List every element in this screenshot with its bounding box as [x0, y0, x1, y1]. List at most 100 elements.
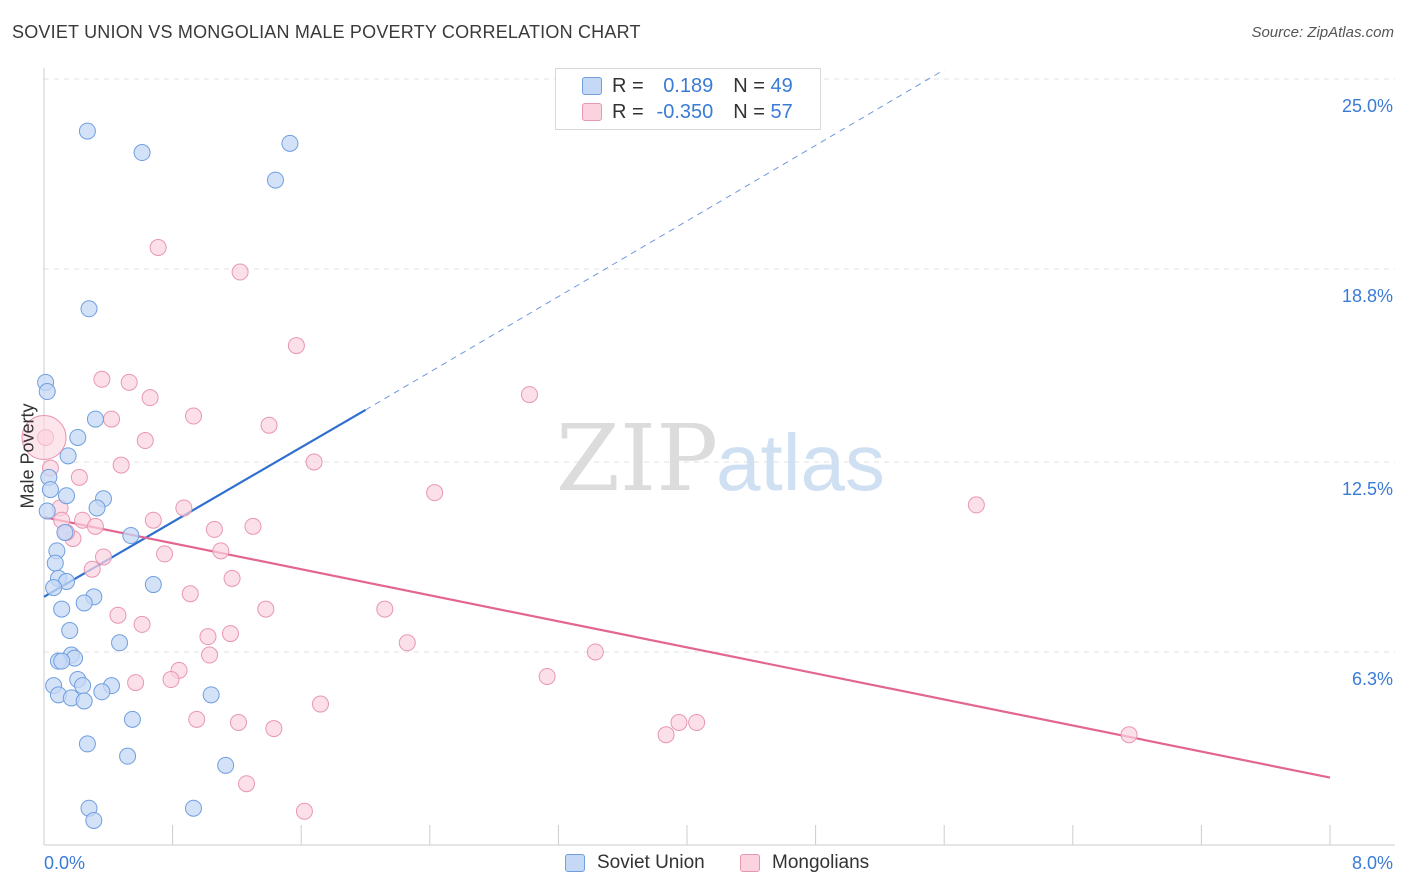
data-point-mongolian — [238, 775, 256, 793]
data-point-soviet — [75, 594, 93, 612]
data-point-mongolian — [1120, 726, 1138, 744]
n-value-soviet: 49 — [770, 75, 793, 97]
data-point-mongolian — [162, 671, 180, 689]
y-axis-label: Male Poverty — [17, 403, 38, 509]
data-point-mongolian — [156, 545, 174, 563]
data-point-soviet — [53, 600, 71, 618]
watermark-zip: ZIP — [556, 405, 718, 512]
data-point-mongolian — [188, 710, 206, 728]
data-point-mongolian — [265, 720, 283, 738]
data-point-mongolian — [109, 606, 127, 624]
data-point-soviet — [202, 686, 220, 704]
data-point-mongolian — [520, 386, 538, 404]
data-point-soviet — [281, 134, 299, 152]
trend-line-soviet-extension — [365, 69, 945, 411]
data-point-mongolian — [94, 548, 112, 566]
data-point-mongolian — [287, 337, 305, 355]
data-point-mongolian — [311, 695, 329, 713]
data-point-mongolian — [586, 643, 604, 661]
y-tick-label: 18.8% — [1342, 286, 1393, 306]
data-point-mongolian — [175, 499, 193, 517]
data-point-mongolian — [70, 468, 88, 486]
data-point-mongolian — [149, 239, 167, 257]
legend-label-mongolian: Mongolians — [772, 852, 870, 873]
data-point-mongolian — [184, 407, 202, 425]
data-point-soviet — [41, 481, 59, 499]
data-point-mongolian — [136, 432, 154, 450]
y-tick-label: 6.3% — [1352, 669, 1393, 689]
data-point-soviet — [58, 487, 76, 505]
x-tick-label: 0.0% — [44, 853, 85, 873]
x-tick-label: 8.0% — [1352, 853, 1393, 873]
data-point-mongolian — [201, 646, 219, 664]
tick-label-layer: 6.3% 12.5% 18.8% 25.0% 0.0% 8.0% — [44, 96, 1393, 873]
data-point-soviet — [69, 428, 87, 446]
data-point-mongolian — [212, 542, 230, 560]
data-point-mongolian — [295, 802, 313, 820]
data-point-soviet — [75, 692, 93, 710]
data-point-soviet — [74, 677, 92, 695]
legend-stats-mongolian: R = -0.350 N = 57 — [612, 101, 793, 124]
data-point-mongolian — [181, 585, 199, 603]
data-point-mongolian — [93, 370, 111, 388]
data-point-mongolian — [205, 520, 223, 538]
source-label: Source: ZipAtlas.com — [1251, 24, 1394, 41]
data-point-soviet — [78, 735, 96, 753]
r-value-soviet: 0.189 — [663, 75, 714, 97]
chart-title: SOVIET UNION VS MONGOLIAN MALE POVERTY C… — [12, 22, 641, 42]
data-point-mongolian — [83, 560, 101, 578]
data-point-mongolian — [221, 625, 239, 643]
n-value-mongolian: 57 — [770, 101, 793, 123]
data-point-soviet — [78, 122, 96, 140]
data-point-mongolian — [112, 456, 130, 474]
data-point-soviet — [59, 447, 77, 465]
data-point-soviet — [61, 622, 79, 640]
data-point-soviet — [38, 383, 56, 401]
n-label: N = — [733, 75, 771, 97]
data-point-mongolian — [120, 373, 138, 391]
watermark: ZIP atlas — [556, 405, 885, 512]
data-point-mongolian — [538, 667, 556, 685]
data-point-mongolian — [141, 389, 159, 407]
data-point-mongolian — [231, 263, 249, 281]
grid-layer — [44, 78, 1395, 653]
data-point-soviet — [144, 576, 162, 594]
legend-swatch-mongolian — [582, 103, 602, 121]
data-point-mongolian — [244, 517, 262, 535]
data-point-mongolian — [670, 713, 688, 731]
data-point-soviet — [119, 747, 137, 765]
data-point-mongolian — [967, 496, 985, 514]
data-point-mongolian — [230, 713, 248, 731]
data-point-soviet — [217, 756, 235, 774]
data-point-soviet — [53, 652, 71, 670]
data-point-mongolian — [305, 453, 323, 471]
legend-swatch-mongolian — [740, 854, 760, 872]
trend-line-mongolian — [43, 516, 1331, 779]
data-point-soviet — [85, 811, 103, 829]
data-point-mongolian — [376, 600, 394, 618]
data-point-mongolian — [103, 410, 121, 428]
data-point-soviet — [133, 144, 151, 162]
data-point-mongolian — [223, 569, 241, 587]
legend-label-soviet: Soviet Union — [597, 852, 705, 873]
data-point-mongolian — [688, 713, 706, 731]
data-point-soviet — [122, 527, 140, 545]
data-point-mongolian — [86, 517, 104, 535]
data-point-soviet — [38, 502, 56, 520]
data-point-mongolian — [127, 674, 145, 692]
data-point-mongolian — [144, 511, 162, 529]
data-point-soviet — [86, 410, 104, 428]
data-point-soviet — [184, 799, 202, 817]
legend-stats-soviet: R = 0.189 N = 49 — [612, 75, 793, 98]
data-point-soviet — [56, 523, 74, 541]
watermark-atlas: atlas — [716, 418, 885, 507]
data-point-mongolian — [426, 484, 444, 502]
r-value-mongolian: -0.350 — [656, 101, 714, 123]
data-point-mongolian — [133, 615, 151, 633]
y-tick-label: 12.5% — [1342, 479, 1393, 499]
data-point-soviet — [93, 683, 111, 701]
r-label: R = — [612, 75, 650, 97]
n-label: N = — [733, 101, 771, 123]
r-label: R = — [612, 101, 650, 123]
